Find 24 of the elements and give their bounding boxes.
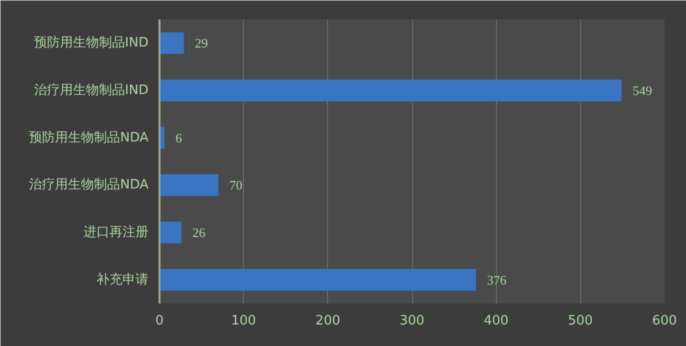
x-tick-label: 400 bbox=[484, 314, 509, 328]
y-tick-label: 预防用生物制品IND bbox=[34, 36, 149, 51]
bar bbox=[160, 222, 182, 244]
x-tick-label: 300 bbox=[400, 314, 424, 328]
x-tick-label: 100 bbox=[231, 314, 256, 328]
x-tick-label: 200 bbox=[315, 314, 340, 328]
x-tick-label: 600 bbox=[652, 314, 677, 328]
y-tick-label: 治疗用生物制品NDA bbox=[29, 178, 149, 193]
data-label: 29 bbox=[194, 36, 208, 51]
y-tick-label: 进口再注册 bbox=[84, 225, 148, 240]
bar bbox=[160, 268, 476, 291]
data-label: 6 bbox=[176, 130, 183, 146]
data-label: 549 bbox=[632, 83, 652, 98]
x-tick-label: 500 bbox=[568, 314, 593, 328]
y-tick-label: 预防用生物制品NDA bbox=[29, 130, 149, 146]
data-label: 70 bbox=[229, 178, 242, 193]
x-tick-label: 0 bbox=[155, 314, 164, 328]
data-label: 376 bbox=[486, 272, 507, 288]
y-tick-label: 补充申请 bbox=[96, 272, 148, 288]
bar bbox=[160, 80, 622, 102]
bar bbox=[160, 32, 184, 54]
bar bbox=[160, 174, 218, 196]
y-tick-label: 治疗用生物制品IND bbox=[34, 83, 149, 98]
data-label: 26 bbox=[192, 225, 206, 240]
